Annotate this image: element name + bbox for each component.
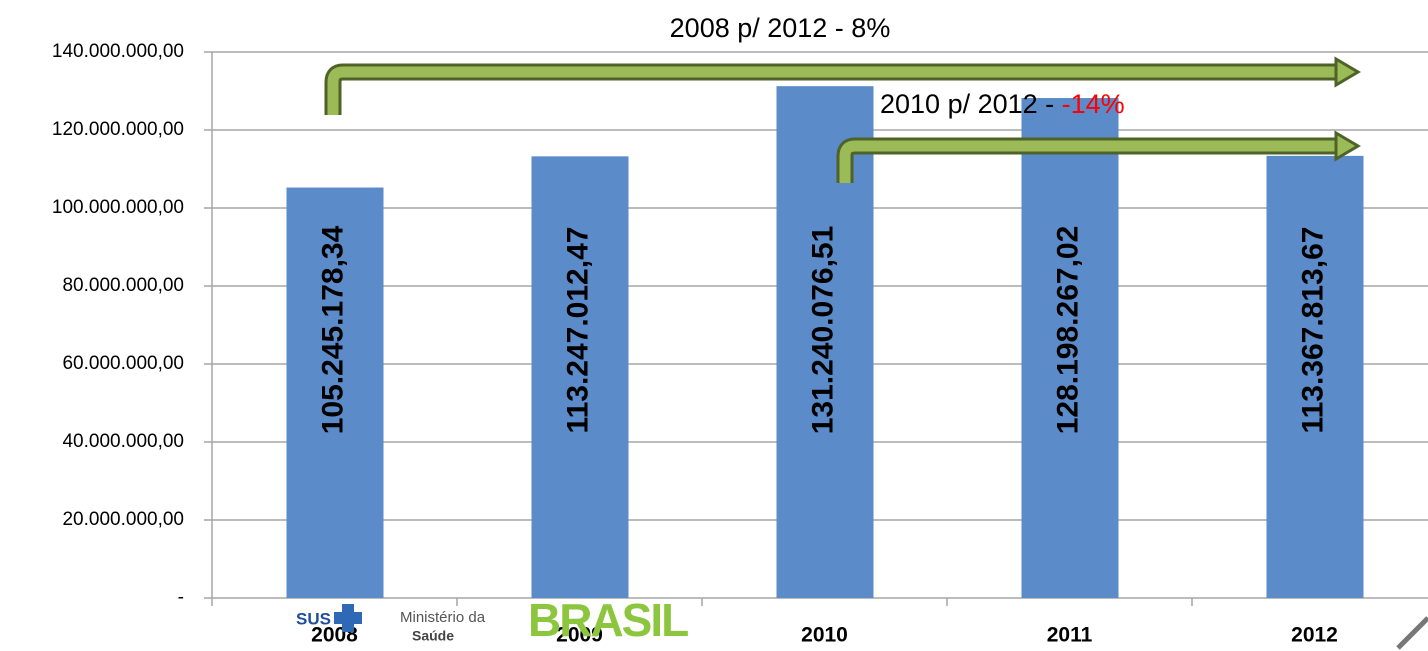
plot: - 20.000.000,00 40.000.000,00 60.000.000,00… <box>52 13 1428 647</box>
data-label: 131.240.076,51 <box>806 226 839 435</box>
arrow <box>327 66 1340 115</box>
x-tick-label: 2009 <box>556 624 603 647</box>
annotation: 2010 p/ 2012 - -14% <box>880 89 1125 119</box>
brasil-logo: BRASIL <box>528 594 688 646</box>
y-tick-label: 40.000.000,00 <box>62 431 184 452</box>
ministry-logo: Ministério da <box>400 609 486 626</box>
sus-logo: SUS <box>296 609 331 628</box>
arrow-head <box>1334 130 1361 162</box>
bar <box>776 86 874 599</box>
data-label: 105.245.178,34 <box>316 225 349 434</box>
data-label: 113.367.813,67 <box>1296 227 1329 434</box>
bar <box>1266 155 1364 598</box>
y-tick-label: 80.000.000,00 <box>62 275 184 296</box>
x-tick-label: 2012 <box>1291 624 1338 647</box>
corner-decoration <box>1396 616 1428 650</box>
annotation-text: 2010 p/ 2012 - <box>880 89 1062 119</box>
data-label: 128.198.267,02 <box>1051 226 1084 435</box>
footer-logos: SUS Ministério da Saúde BRASIL <box>296 594 690 646</box>
sus-cross <box>334 612 362 624</box>
annotation: 2008 p/ 2012 - 8% <box>670 13 891 43</box>
y-tick-label: 20.000.000,00 <box>62 509 184 530</box>
y-tick-label: 140.000.000,00 <box>52 41 184 62</box>
data-label: 113.247.012,47 <box>561 227 594 434</box>
bar <box>531 156 629 598</box>
y-tick-label: 60.000.000,00 <box>62 353 184 374</box>
arrow <box>839 140 1340 183</box>
arrow-head <box>1334 56 1361 88</box>
bar <box>1021 98 1119 598</box>
y-tick-label: 100.000.000,00 <box>52 197 184 218</box>
x-tick-label: 2010 <box>801 624 848 647</box>
annotation-highlight: -14% <box>1062 89 1125 119</box>
y-tick-label: - <box>178 587 184 608</box>
x-tick-label: 2011 <box>1047 624 1093 647</box>
ministry-logo: Saúde <box>412 628 454 644</box>
bar <box>286 187 384 598</box>
y-tick-label: 120.000.000,00 <box>52 119 184 140</box>
